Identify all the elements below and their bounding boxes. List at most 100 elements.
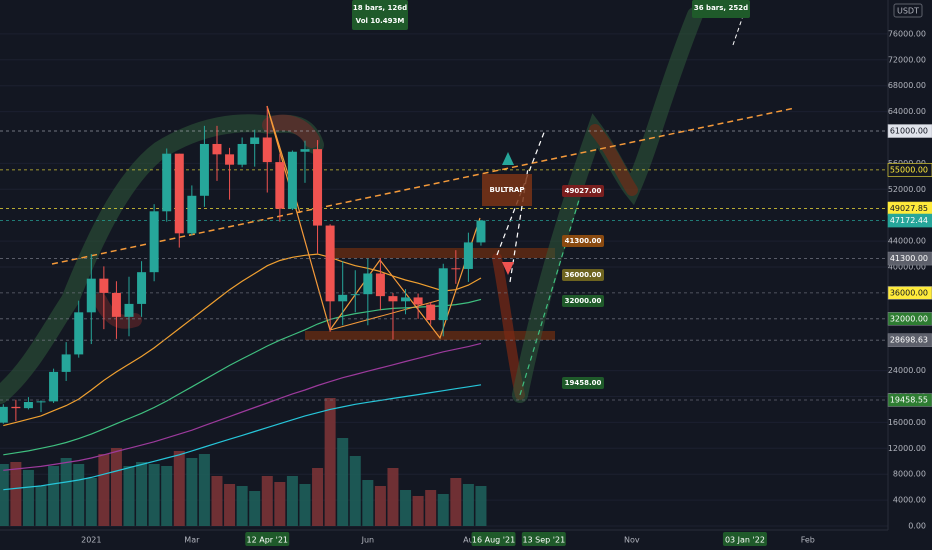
candle-body	[99, 278, 109, 293]
callout-label: 36000.00	[565, 271, 602, 279]
volume-bar	[48, 466, 60, 526]
callout-label: 32000.00	[565, 297, 602, 305]
volume-bar	[173, 451, 185, 526]
range-label: 36 bars, 252d	[694, 4, 748, 12]
grid	[0, 33, 888, 527]
price-label-bg	[887, 311, 932, 326]
candle-body	[11, 406, 21, 409]
callout-label: 41300.00	[565, 237, 602, 245]
y-tick-label: 64000.00	[888, 107, 926, 116]
trendline	[51, 107, 796, 265]
moving-average	[3, 298, 482, 456]
currency: USDT	[897, 7, 919, 16]
volume-bar	[35, 486, 47, 526]
x-tick-label: Mar	[184, 536, 200, 545]
zone	[305, 331, 555, 340]
y-tick-label: 40000.00	[888, 263, 926, 272]
range-box	[352, 0, 408, 30]
candle-body	[451, 268, 461, 270]
price-label-bg	[887, 124, 932, 138]
candle-body	[137, 272, 147, 304]
volume-bar	[362, 480, 374, 526]
y-tick-label: 24000.00	[888, 366, 926, 375]
arrow-up	[502, 152, 514, 165]
moving-average	[3, 253, 482, 427]
volume-bar	[98, 454, 110, 526]
volume-bar	[136, 462, 148, 526]
candle-body	[225, 154, 235, 165]
price-label-bg	[887, 163, 932, 177]
candle-body	[0, 406, 8, 423]
candle-body	[86, 278, 96, 313]
candle-body	[388, 296, 398, 302]
candle-body	[49, 371, 59, 402]
candle-body	[162, 153, 172, 212]
volume-bar	[337, 438, 349, 526]
candle-body	[413, 297, 423, 305]
volume-bar	[110, 448, 122, 526]
price-label: 61000.00	[890, 127, 928, 136]
price-label: 41300.00	[890, 254, 928, 263]
candle-body	[212, 143, 222, 155]
candle-body	[363, 273, 373, 295]
callout	[562, 235, 604, 247]
x-tick-label: Feb	[801, 536, 815, 545]
price-label: 32000.00	[890, 314, 928, 323]
price-label: 49027.85	[890, 204, 928, 213]
x-tick-label: Nov	[624, 536, 640, 545]
callout	[562, 185, 604, 197]
trend-band	[262, 114, 320, 148]
volume-bar	[236, 486, 248, 526]
candle-body	[124, 303, 134, 317]
candle-body	[23, 402, 33, 409]
axis-labels: 0.004000.008000.0012000.0016000.0020000.…	[81, 29, 932, 546]
price-label-bg	[887, 213, 932, 228]
trend-band	[93, 293, 142, 329]
volume-bar	[324, 398, 336, 526]
volume-bar	[0, 464, 9, 526]
pattern	[329, 299, 441, 331]
volume-bar	[312, 468, 324, 526]
volume-bar	[123, 466, 135, 526]
y-tick-label: 12000.00	[888, 444, 926, 453]
zone	[330, 248, 555, 258]
volume-bar	[387, 468, 399, 526]
candle-body	[199, 143, 209, 196]
bultrap-label: BULTRAP	[489, 186, 524, 194]
callout	[562, 295, 604, 307]
range-box	[692, 0, 750, 18]
volume-bar	[22, 470, 34, 526]
candle-body	[36, 401, 46, 403]
price-label-bg	[887, 393, 932, 407]
candle-body	[463, 242, 473, 269]
volume-bar	[186, 458, 198, 526]
candle-body	[275, 162, 285, 209]
candle-body	[313, 149, 323, 226]
callout-label: 49027.00	[565, 187, 602, 195]
volume-bar	[412, 496, 424, 526]
moving-average	[3, 384, 482, 491]
candle-body	[350, 294, 360, 296]
y-tick-label: 52000.00	[888, 185, 926, 194]
price-label-bg	[887, 286, 932, 300]
candle-body	[149, 211, 159, 273]
volume-bar	[10, 462, 22, 526]
x-label-bg	[521, 532, 566, 546]
price-axis	[888, 0, 932, 550]
price-label: 47172.44	[890, 216, 928, 225]
candle-body	[111, 292, 121, 317]
volume-bar	[374, 486, 386, 526]
range-label: Vol 10.493M	[356, 17, 405, 25]
volume-bar	[211, 476, 223, 526]
candle-body	[187, 195, 197, 234]
volume-bar	[450, 478, 462, 526]
candle-body	[476, 220, 486, 243]
volume-bar	[349, 456, 361, 526]
volume-bar	[261, 476, 273, 526]
range-label: 18 bars, 126d	[353, 4, 407, 12]
candle-body	[262, 137, 272, 163]
y-tick-label: 16000.00	[888, 418, 926, 427]
candle-body	[250, 137, 260, 144]
price-label: 55000.00	[890, 165, 928, 174]
